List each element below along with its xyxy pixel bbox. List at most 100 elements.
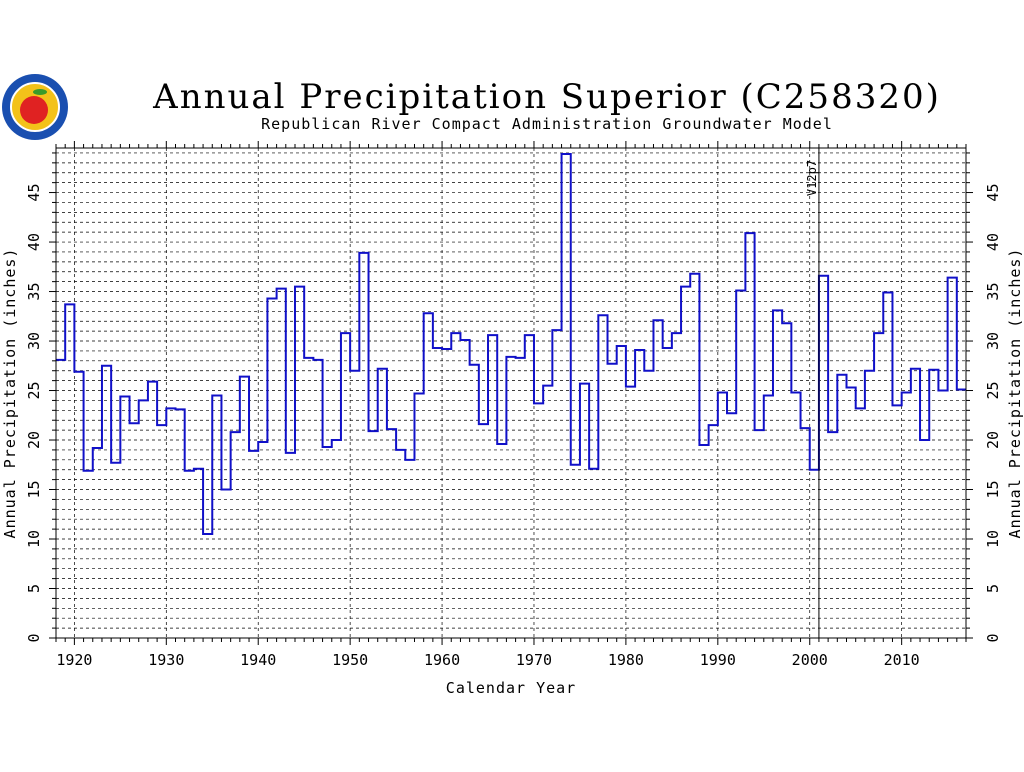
x-tick-label: 2010 [884, 651, 920, 669]
y-tick-label-right: 0 [984, 633, 1002, 642]
data-point [915, 368, 916, 369]
data-point [823, 275, 824, 276]
plot-frame [55, 147, 967, 639]
data-point [428, 313, 429, 314]
data-point [474, 364, 475, 365]
grid [56, 148, 966, 638]
data-point [658, 320, 659, 321]
x-axis-label: Calendar Year [446, 679, 576, 697]
y-axis-label-left: Annual Precipitation (inches) [1, 248, 19, 539]
x-tick-label: 2000 [792, 651, 828, 669]
data-point [547, 385, 548, 386]
data-point [704, 444, 705, 445]
data-point [795, 392, 796, 393]
data-point [897, 405, 898, 406]
data-point [88, 470, 89, 471]
data-point [115, 462, 116, 463]
y-tick-label-right: 30 [984, 332, 1002, 350]
y-tick-label-right: 40 [984, 233, 1002, 251]
data-point [786, 323, 787, 324]
y-tick-label-left: 10 [25, 530, 43, 548]
y-tick-label-right: 25 [984, 381, 1002, 399]
data-point [272, 298, 273, 299]
data-point [869, 370, 870, 371]
data-point [207, 534, 208, 535]
data-point [731, 413, 732, 414]
data-point [943, 390, 944, 391]
data-point [382, 368, 383, 369]
data-point [446, 348, 447, 349]
apple-icon [20, 96, 48, 124]
y-tick-label-right: 5 [984, 584, 1002, 593]
x-tick-label: 1980 [608, 651, 644, 669]
y-tick-label-left: 5 [25, 584, 43, 593]
y-tick-label-right: 35 [984, 283, 1002, 301]
data-point [281, 288, 282, 289]
data-point [124, 396, 125, 397]
data-point [327, 446, 328, 447]
data-point [556, 330, 557, 331]
x-tick-label: 1950 [332, 651, 368, 669]
data-point [685, 286, 686, 287]
y-tick-label-right: 45 [984, 184, 1002, 202]
x-tick-label: 1970 [516, 651, 552, 669]
data-point [345, 333, 346, 334]
data-point [170, 408, 171, 409]
data-point [226, 489, 227, 490]
data-point [134, 423, 135, 424]
data-point [777, 310, 778, 311]
data-point [501, 443, 502, 444]
data-point [841, 374, 842, 375]
data-point [814, 469, 815, 470]
leaf-icon [33, 89, 47, 95]
data-point [933, 369, 934, 370]
data-point [860, 408, 861, 409]
data-series [56, 152, 966, 536]
chart-title: Annual Precipitation Superior (C258320) [152, 77, 941, 117]
data-point [216, 395, 217, 396]
y-tick-label-left: 30 [25, 332, 43, 350]
data-point [529, 335, 530, 336]
data-point [612, 363, 613, 364]
x-tick-label: 1990 [700, 651, 736, 669]
y-tick-label-left: 0 [25, 633, 43, 642]
data-point [483, 424, 484, 425]
y-tick-label-left: 40 [25, 233, 43, 251]
data-point [520, 357, 521, 358]
data-point [952, 277, 953, 278]
data-point [906, 392, 907, 393]
y-tick-label-left: 45 [25, 184, 43, 202]
data-point [749, 233, 750, 234]
y-axis-label-right: Annual Precipitation (inches) [1006, 248, 1024, 539]
data-point [354, 370, 355, 371]
data-point [713, 425, 714, 426]
data-point [455, 333, 456, 334]
data-point [419, 393, 420, 394]
data-point [805, 428, 806, 429]
x-tick-label: 1960 [424, 651, 460, 669]
data-point [465, 340, 466, 341]
data-point [78, 371, 79, 372]
data-point [143, 400, 144, 401]
data-point [584, 383, 585, 384]
data-point [60, 359, 61, 360]
data-point [152, 381, 153, 382]
data-point [511, 356, 512, 357]
data-point [262, 442, 263, 443]
data-point [851, 387, 852, 388]
data-point [244, 376, 245, 377]
data-point [667, 347, 668, 348]
data-point [832, 432, 833, 433]
x-tick-label: 1930 [148, 651, 184, 669]
data-point [492, 335, 493, 336]
y-tick-label-left: 35 [25, 283, 43, 301]
data-point [97, 447, 98, 448]
data-point [768, 395, 769, 396]
data-point [308, 357, 309, 358]
data-point [437, 347, 438, 348]
chart-subtitle: Republican River Compact Administration … [261, 115, 833, 133]
y-tick-label-right: 20 [984, 431, 1002, 449]
data-point [630, 386, 631, 387]
